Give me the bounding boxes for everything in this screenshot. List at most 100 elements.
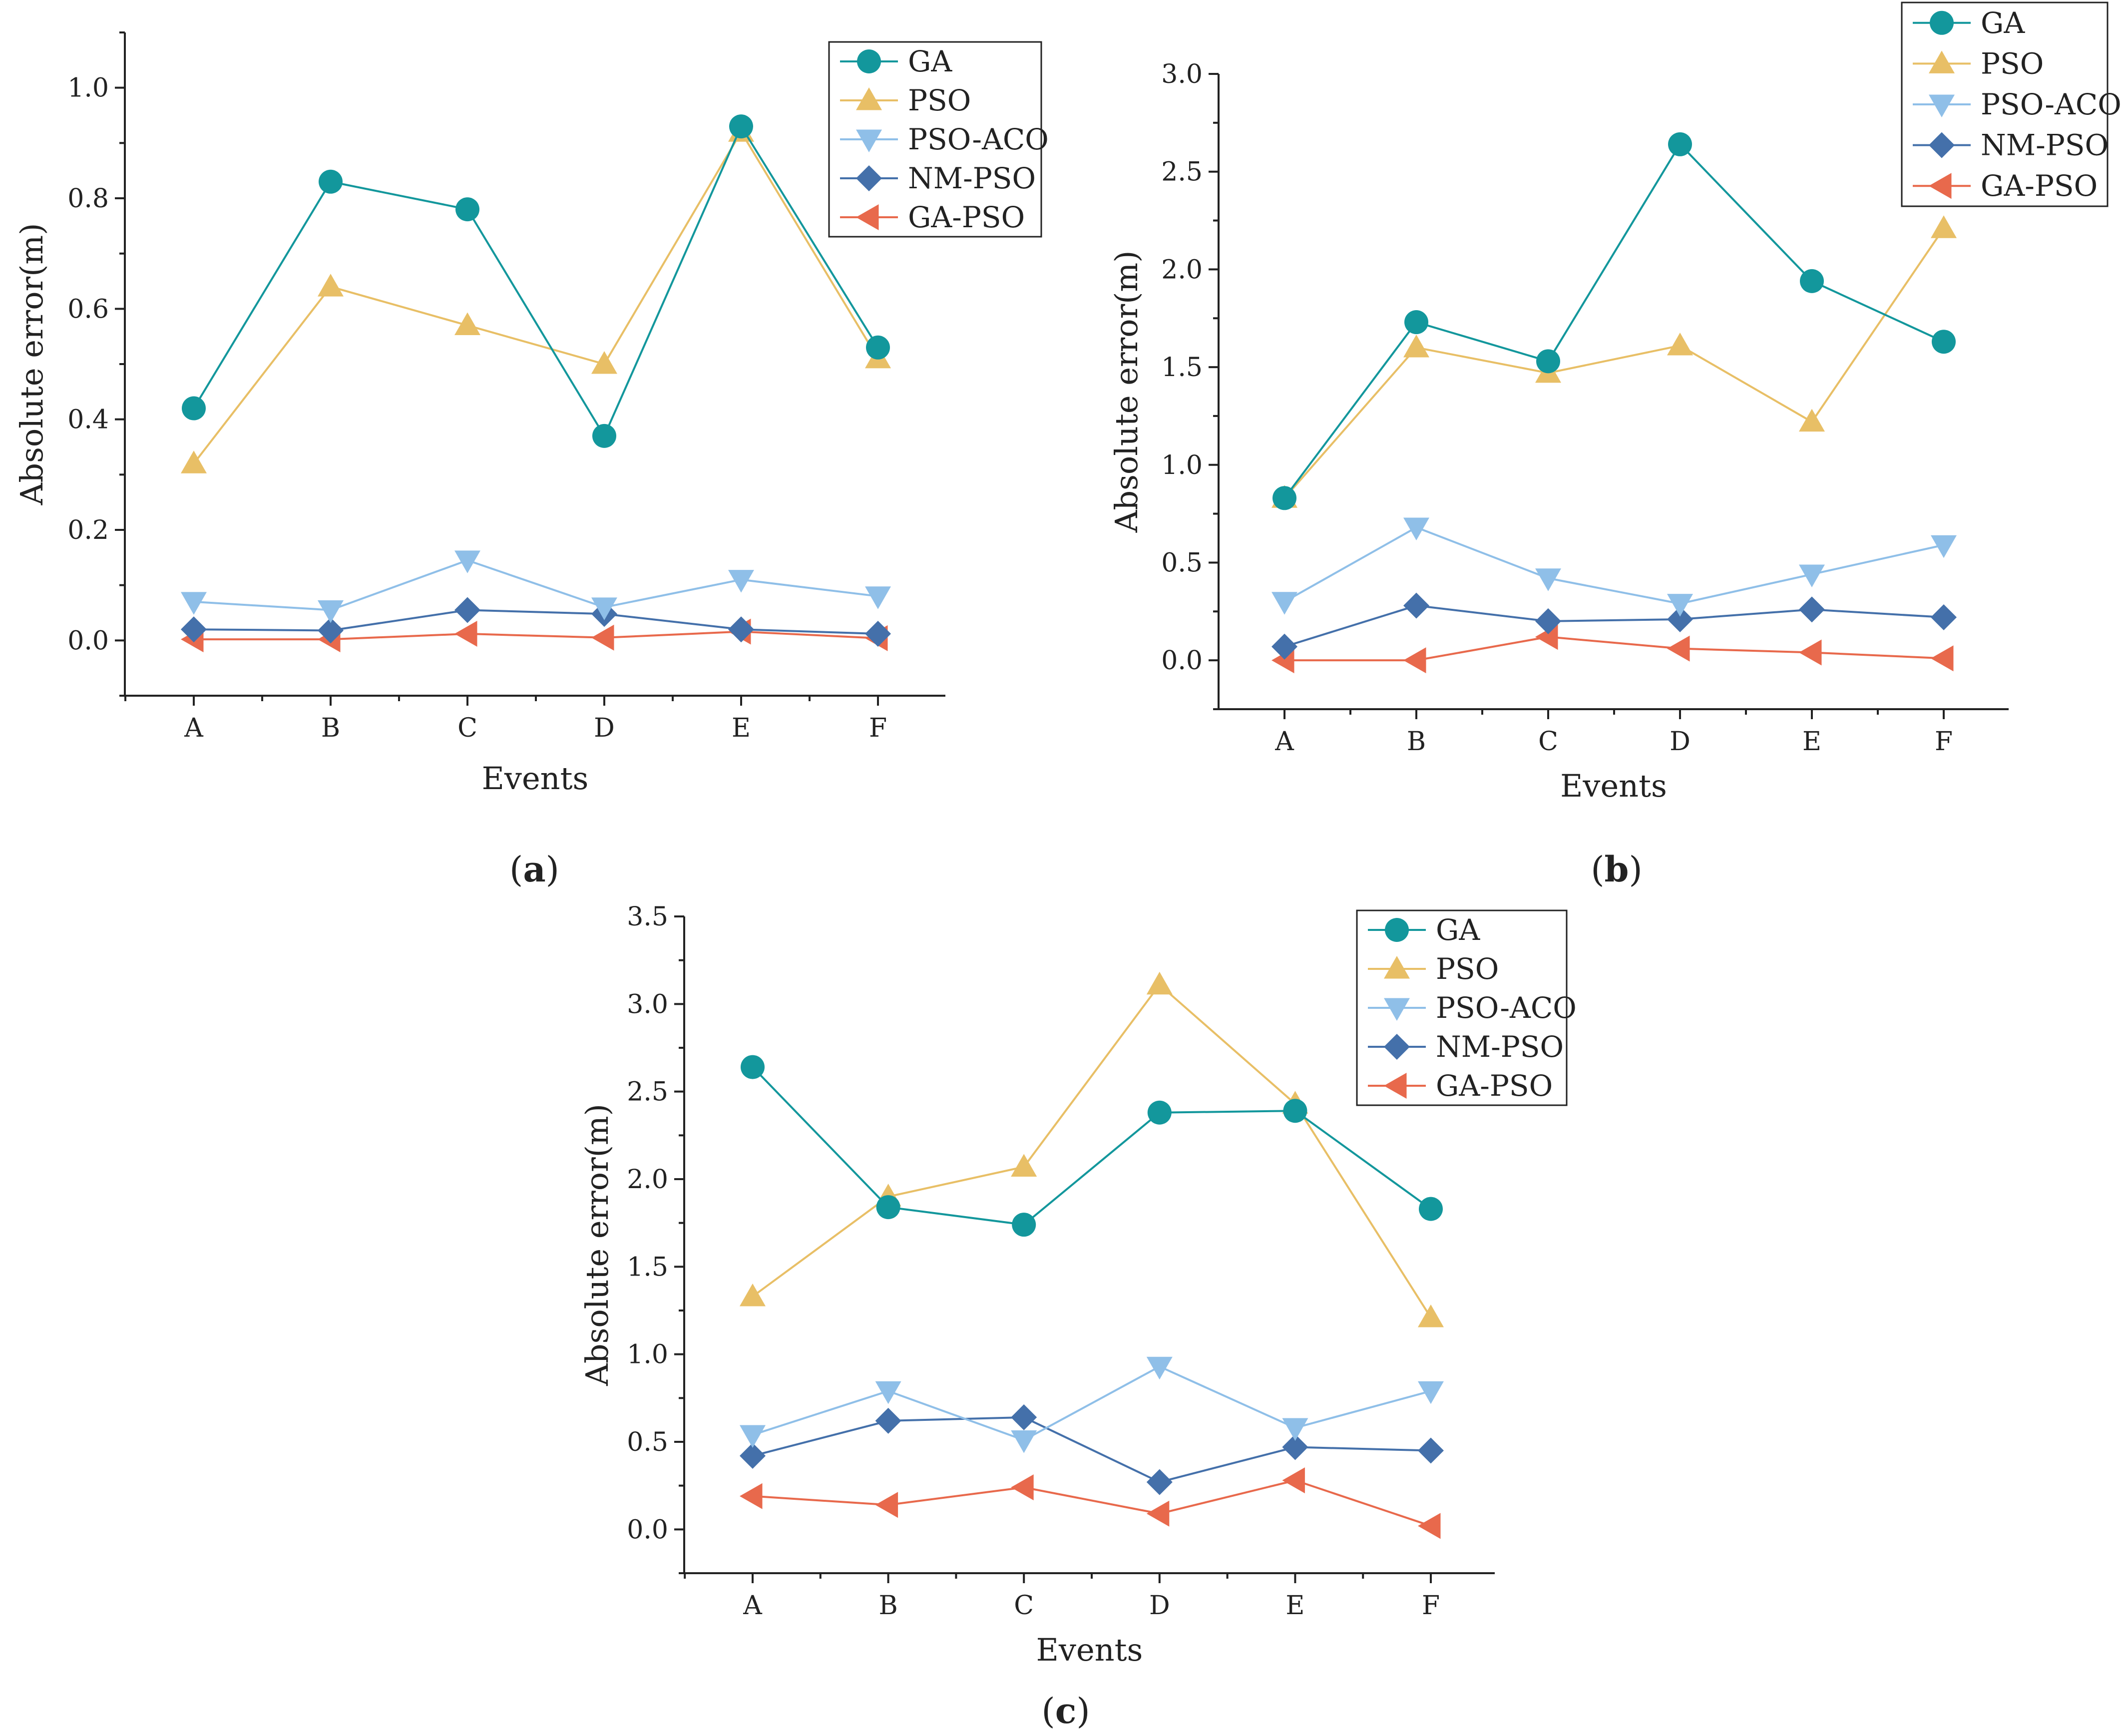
y-tick-label: 1.0: [67, 73, 109, 103]
x-tick-label: F: [869, 713, 887, 743]
y-tick-label: 0.6: [67, 294, 109, 324]
series-line: [752, 1365, 1431, 1441]
panel-letter: c: [1055, 1690, 1077, 1732]
data-point: [1535, 624, 1558, 650]
legend-label: PSO-ACO: [1981, 87, 2122, 121]
series-nm-pso: [1272, 592, 1957, 660]
x-tick-label: E: [732, 713, 751, 743]
data-point: [1931, 215, 1957, 238]
series-line: [193, 130, 879, 464]
series-pso: [740, 971, 1444, 1327]
y-tick-label: 0.0: [627, 1515, 668, 1545]
data-point: [1403, 647, 1426, 674]
legend-marker: [1929, 132, 1955, 158]
series-line: [1284, 604, 1944, 648]
data-point: [1419, 1197, 1443, 1221]
series-line: [193, 124, 879, 438]
data-point: [1011, 1154, 1037, 1177]
y-tick-label: 2.0: [627, 1165, 668, 1195]
data-point: [1668, 132, 1692, 156]
series-pso-aco: [740, 1356, 1444, 1453]
data-point: [591, 351, 617, 374]
y-tick-label: 3.0: [627, 989, 668, 1019]
y-tick-label: 0.0: [1161, 646, 1203, 676]
data-point: [1418, 1513, 1441, 1539]
panel-label: (b): [1591, 849, 1643, 890]
series-line: [193, 609, 878, 635]
data-point: [454, 550, 480, 573]
x-tick-label: D: [594, 713, 615, 743]
series-pso-aco: [181, 550, 891, 623]
data-point: [1667, 333, 1693, 356]
chart-panel-a: 0.0 0.2 0.4 0.6 0.8 1.0 A B C D E F Events Absolute e…: [13, 31, 1049, 890]
x-axis-label: Events: [482, 760, 589, 797]
data-point: [454, 597, 480, 623]
chart-panel-c: 0.0 0.5 1.0 1.5 2.0 2.5 3.0 3.5 A B C D E F Events Abso…: [579, 902, 1577, 1732]
legend-marker: [1929, 50, 1955, 73]
data-point: [875, 1492, 898, 1518]
data-point: [1931, 535, 1957, 558]
y-tick-label: 1.0: [627, 1340, 668, 1370]
legend-label: PSO-ACO: [908, 122, 1049, 156]
legend-label: PSO: [1981, 46, 2044, 80]
data-point: [875, 1407, 901, 1434]
data-point: [591, 624, 614, 651]
data-point: [741, 1055, 765, 1079]
legend-label: NM-PSO: [908, 161, 1036, 195]
legend-marker: [1930, 10, 1954, 35]
y-axis-label: Absolute error(m): [579, 1104, 615, 1386]
series-pso-aco: [1272, 517, 1957, 617]
data-point: [318, 274, 344, 297]
x-tick-label: E: [1285, 1591, 1304, 1621]
series-ga-pso: [181, 618, 888, 653]
y-tick-label: 1.5: [627, 1252, 668, 1282]
data-point: [1403, 592, 1429, 619]
series-ga-pso: [1272, 624, 1954, 674]
legend-label: NM-PSO: [1981, 128, 2109, 162]
data-point: [1011, 1474, 1034, 1501]
data-point: [866, 335, 890, 360]
series-pso: [181, 119, 891, 473]
panel-paren: ): [1076, 1691, 1090, 1732]
data-point: [1283, 1099, 1307, 1123]
legend-marker: [1384, 1034, 1410, 1060]
y-tick-label: 2.5: [627, 1077, 668, 1107]
data-point: [454, 621, 477, 647]
data-point: [729, 114, 753, 139]
data-point: [592, 424, 616, 448]
data-point: [1404, 310, 1428, 335]
data-point: [591, 597, 617, 620]
data-point: [181, 616, 207, 643]
legend-label: GA-PSO: [1436, 1069, 1553, 1103]
x-tick-label: F: [1422, 1591, 1440, 1621]
y-axis-label: Absolute error(m): [1108, 251, 1145, 533]
legend-marker: [1384, 1073, 1407, 1099]
data-point: [1799, 564, 1825, 587]
legend: GA PSO PSO-ACO NM-PSO GA-PSO: [1901, 1, 2122, 207]
legend-marker: [856, 204, 879, 230]
y-tick-label: 2.5: [1161, 157, 1203, 187]
legend: GA PSO PSO-ACO NM-PSO GA-PSO: [1356, 909, 1577, 1106]
data-point: [1799, 596, 1825, 623]
data-point: [865, 586, 891, 609]
legend-label: GA-PSO: [908, 200, 1025, 234]
panel-paren: (: [1041, 1691, 1055, 1732]
data-point: [1011, 1430, 1037, 1453]
data-point: [319, 169, 343, 194]
y-tick-label: 1.5: [1161, 353, 1203, 383]
panel-letter: b: [1605, 849, 1629, 890]
x-tick-label: A: [184, 713, 204, 743]
data-point: [454, 312, 480, 336]
legend-label: GA: [1436, 913, 1480, 947]
x-axis-label: Events: [1036, 1632, 1143, 1668]
panel-paren: (: [509, 849, 523, 890]
data-point: [740, 1443, 766, 1469]
data-point: [1931, 604, 1957, 631]
legend-label: GA-PSO: [1981, 169, 2098, 203]
series-line: [1284, 636, 1944, 662]
data-point: [1146, 1500, 1170, 1527]
data-point: [182, 396, 206, 421]
series-line: [1284, 526, 1944, 605]
series-pso: [1272, 215, 1957, 508]
